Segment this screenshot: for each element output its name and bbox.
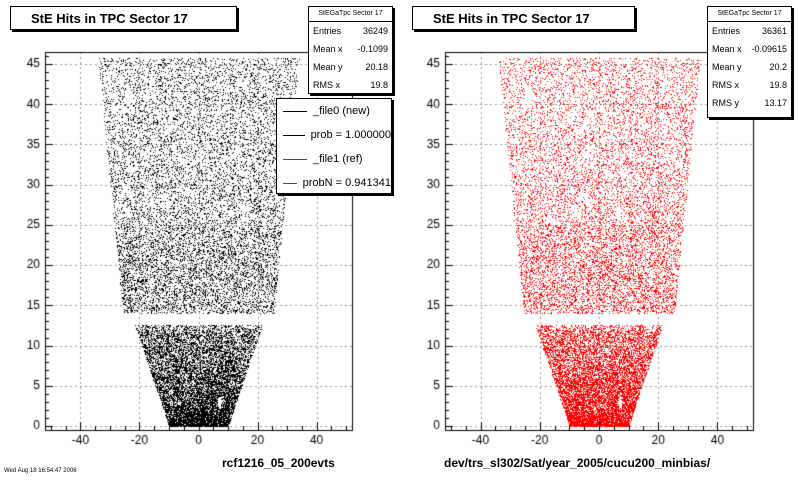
right-stats-row: Mean x -0.09615 bbox=[712, 44, 787, 54]
left-stats-row: Mean y 20.18 bbox=[313, 62, 388, 72]
left-stats-box: StEGaTpc Sector 17 Entries 36249 Mean x -0… bbox=[308, 6, 393, 94]
right-stats-row: Entries 36361 bbox=[712, 26, 787, 36]
right-stats-row: RMS y 13.17 bbox=[712, 98, 787, 108]
legend-swatch bbox=[283, 158, 307, 160]
legend-entry-prob: prob = 1.000000 bbox=[277, 123, 391, 147]
legend-swatch bbox=[283, 110, 307, 112]
right-stats-box: StEGaTpc Sector 17 Entries 36361 Mean x -0… bbox=[707, 6, 792, 118]
right-title-text: StE Hits in TPC Sector 17 bbox=[433, 11, 590, 26]
legend-entry-probn: probN = 0.941341 bbox=[277, 171, 391, 193]
left-xlabel: rcf1216_05_200evts bbox=[222, 456, 335, 470]
legend-entry-new: _file0 (new) bbox=[277, 99, 391, 123]
left-stats-name: StEGaTpc Sector 17 bbox=[309, 7, 392, 22]
right-xlabel: dev/trs_sl302/Sat/year_2005/cucu200_minb… bbox=[444, 456, 711, 470]
right-stats-row: Mean y 20.2 bbox=[712, 62, 787, 72]
footer-timestamp: Wed Aug 18 16:54:47 2006 bbox=[4, 468, 77, 474]
legend-swatch bbox=[283, 182, 297, 184]
right-stats-row: RMS x 19.8 bbox=[712, 80, 787, 90]
left-title-text: StE Hits in TPC Sector 17 bbox=[31, 11, 188, 26]
left-stats-row: Entries 36249 bbox=[313, 26, 388, 36]
left-stats-row: Mean x -0.1099 bbox=[313, 44, 388, 54]
legend-entry-ref: _file1 (ref) bbox=[277, 147, 391, 171]
left-stats-row: RMS x 19.8 bbox=[313, 80, 388, 90]
right-stats-name: StEGaTpc Sector 17 bbox=[708, 7, 791, 22]
left-title: StE Hits in TPC Sector 17 bbox=[10, 6, 237, 30]
legend-swatch bbox=[283, 134, 305, 136]
right-title: StE Hits in TPC Sector 17 bbox=[412, 6, 635, 30]
legend-box: _file0 (new) prob = 1.000000 _file1 (ref… bbox=[276, 98, 392, 194]
